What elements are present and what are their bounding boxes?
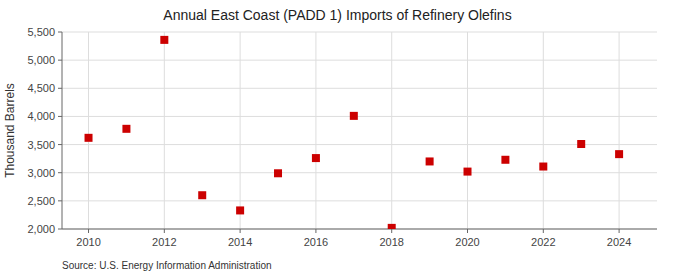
x-grid-line — [240, 32, 241, 229]
axes: 2,000 2,500 3,000 3,500 4,000 4,500 5,000 5,500… — [27, 26, 657, 248]
x-tick — [619, 229, 620, 233]
x-grid-line — [619, 32, 620, 229]
y-grid-line — [62, 60, 657, 61]
y-grid-line — [62, 144, 657, 145]
x-axis-line — [62, 229, 657, 230]
x-grid-line — [391, 32, 392, 229]
y-axis-label: Thousand Barrels — [3, 83, 17, 178]
point — [198, 191, 206, 199]
x-tick-label: 2022 — [531, 236, 555, 248]
y-tick — [58, 116, 62, 117]
x-tick-label: 2020 — [455, 236, 479, 248]
x-tick-label: 2014 — [228, 236, 252, 248]
point — [312, 154, 320, 162]
x-tick-label: 2010 — [76, 236, 100, 248]
chart: Annual East Coast (PADD 1) Imports of Re… — [0, 0, 675, 275]
annotation: Source: U.S. Energy Information Administ… — [62, 260, 272, 271]
point — [615, 150, 623, 158]
y-axis-line — [62, 32, 63, 229]
y-tick — [58, 144, 62, 145]
x-tick — [164, 229, 165, 233]
y-tick-label: 5,000 — [27, 54, 55, 66]
point — [426, 157, 434, 165]
x-grid-line — [164, 32, 165, 229]
y-grid-line — [62, 229, 657, 230]
y-grid-line — [62, 88, 657, 89]
point — [464, 168, 472, 176]
point — [539, 163, 547, 171]
y-tick — [58, 88, 62, 89]
x-tick — [88, 229, 89, 233]
y-tick — [58, 229, 62, 230]
point — [274, 169, 282, 177]
y-tick-label: 4,500 — [27, 82, 55, 94]
y-grid-line — [62, 172, 657, 173]
y-tick — [58, 172, 62, 173]
y-tick-label: 3,500 — [27, 139, 55, 151]
x-tick-label: 2024 — [607, 236, 631, 248]
chart-container: Annual East Coast (PADD 1) Imports of Re… — [0, 0, 675, 275]
point — [85, 134, 93, 142]
y-grid-line — [62, 116, 657, 117]
x-tick — [240, 229, 241, 233]
y-tick — [58, 32, 62, 33]
point — [122, 125, 130, 133]
x-grid-line — [543, 32, 544, 229]
x-tick — [467, 229, 468, 233]
x-tick — [543, 229, 544, 233]
y-grid-line — [62, 32, 657, 33]
y-tick-label: 5,500 — [27, 26, 55, 38]
page: {"chart_data": { "type": "scatter", "tit… — [0, 0, 675, 275]
point — [577, 140, 585, 148]
point — [501, 156, 509, 164]
y-tick-label: 3,000 — [27, 167, 55, 179]
x-tick — [315, 229, 316, 233]
x-grid-line — [315, 32, 316, 229]
x-grid-line — [88, 32, 89, 229]
x-tick-label: 2018 — [379, 236, 403, 248]
y-tick-label: 2,000 — [27, 223, 55, 235]
y-tick-label: 2,500 — [27, 195, 55, 207]
y-grid-line — [62, 200, 657, 201]
x-tick-label: 2012 — [152, 236, 176, 248]
point — [388, 224, 396, 229]
points — [85, 36, 624, 229]
point — [350, 112, 358, 120]
title: Annual East Coast (PADD 1) Imports of Re… — [163, 7, 511, 23]
y-tick — [58, 60, 62, 61]
point — [160, 36, 168, 44]
x-tick-label: 2016 — [304, 236, 328, 248]
x-tick — [391, 229, 392, 233]
x-grid-line — [467, 32, 468, 229]
grid — [62, 32, 657, 229]
y-tick-label: 4,000 — [27, 110, 55, 122]
y-tick — [58, 200, 62, 201]
point — [236, 206, 244, 214]
